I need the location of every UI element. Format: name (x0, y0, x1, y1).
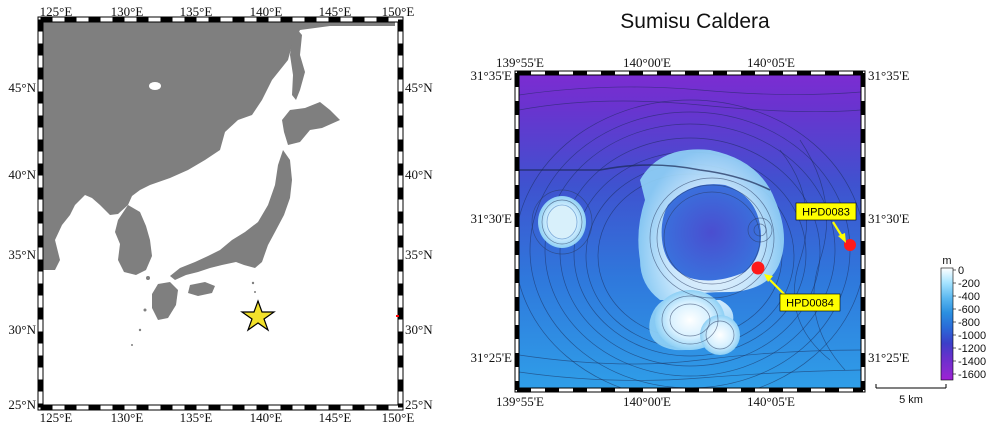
colorbar-tick-8: -1600 (958, 369, 986, 381)
caldera-map-title: Sumisu Caldera (620, 10, 770, 33)
colorbar-tick-3: -600 (958, 304, 980, 316)
overview-top-lon-label-3: 135°E (180, 4, 213, 19)
overview-top-lon-label-1: 125°E (40, 4, 73, 19)
caldera-right-lat-label-2: 31°30'E (868, 211, 910, 226)
station-tag-hpd0083 (795, 202, 857, 221)
station-label-hpd0083: HPD0083 (802, 207, 850, 219)
caldera-bottom-lon-label-3: 140°05'E (747, 394, 795, 409)
map-edge-mark (396, 315, 399, 317)
overview-bottom-lon-label-2: 130°E (111, 410, 144, 425)
colorbar-tick-6: -1200 (958, 343, 986, 355)
caldera-left-lat-label-3: 31°25'E (471, 350, 513, 365)
overview-left-lat-label-45: 45°N (8, 80, 36, 95)
overview-left-lat-label-30: 30°N (8, 322, 36, 337)
colorbar-tick-7: -1400 (958, 356, 986, 368)
caldera-top-lon-label-1: 139°55'E (496, 55, 544, 70)
overview-left-lat-label-40: 40°N (8, 167, 36, 182)
station-marker-hpd0083 (844, 239, 856, 251)
colorbar-tick-0: 0 (958, 265, 964, 277)
overview-top-lon-label-6: 150°E (382, 4, 415, 19)
station-marker-hpd0084 (751, 261, 765, 275)
overview-bottom-lon-label-4: 140°E (250, 410, 283, 425)
caldera-left-lat-label-1: 31°35'E (471, 68, 513, 83)
caldera-map: HPD0083 HPD0084 139°55'E 140°00'E 140°05… (471, 55, 947, 409)
colorbar-unit: m (942, 255, 951, 267)
overview-right-lat-label-40: 40°N (405, 167, 433, 182)
scale-bar: 5 km (875, 384, 947, 406)
caldera-bottom-lon-label-1: 139°55'E (496, 394, 544, 409)
caldera-top-lon-label-2: 140°00'E (623, 55, 671, 70)
overview-right-lat-label-45: 45°N (405, 80, 433, 95)
caldera-left-lat-label-2: 31°30'E (471, 211, 513, 226)
overview-top-lon-label-4: 140°E (250, 4, 283, 19)
caldera-right-lat-label-3: 31°25'E (868, 350, 910, 365)
overview-top-lon-label-5: 145°E (319, 4, 352, 19)
overview-bottom-lon-label-6: 150°E (382, 410, 415, 425)
colorbar-tick-1: -200 (958, 278, 980, 290)
caldera-right-lat-label-1: 31°35'E (868, 68, 910, 83)
caldera-floor (661, 184, 761, 281)
overview-land (43, 22, 395, 346)
overview-right-lat-label-25: 25°N (405, 397, 433, 412)
colorbar-tick-4: -800 (958, 317, 980, 329)
depth-colorbar: m 0 -200 -400 -600 -800 -1000 -1200 -140… (940, 255, 986, 381)
overview-bottom-lon-label-3: 135°E (180, 410, 213, 425)
overview-bottom-lon-label-1: 125°E (40, 410, 73, 425)
overview-right-lat-label-35: 35°N (405, 247, 433, 262)
scale-bar-label: 5 km (899, 394, 923, 406)
station-tag-hpd0084 (779, 293, 841, 312)
colorbar-ramp (940, 267, 954, 381)
overview-left-lat-label-35: 35°N (8, 247, 36, 262)
caldera-top-lon-label-3: 140°05'E (747, 55, 795, 70)
colorbar-tick-2: -400 (958, 291, 980, 303)
overview-top-lon-label-2: 130°E (111, 4, 144, 19)
study-site-star-icon (240, 299, 276, 332)
caldera-bottom-lon-label-2: 140°00'E (623, 394, 671, 409)
station-label-hpd0084: HPD0084 (786, 298, 834, 310)
colorbar-tick-5: -1000 (958, 330, 986, 342)
station-arrow-hpd0084 (769, 279, 786, 296)
overview-bottom-lon-label-5: 145°E (319, 410, 352, 425)
overview-map: 125°E 130°E 135°E 140°E 145°E 150°E 125°… (8, 4, 433, 425)
overview-left-lat-label-25: 25°N (8, 397, 36, 412)
overview-right-lat-label-30: 30°N (405, 322, 433, 337)
